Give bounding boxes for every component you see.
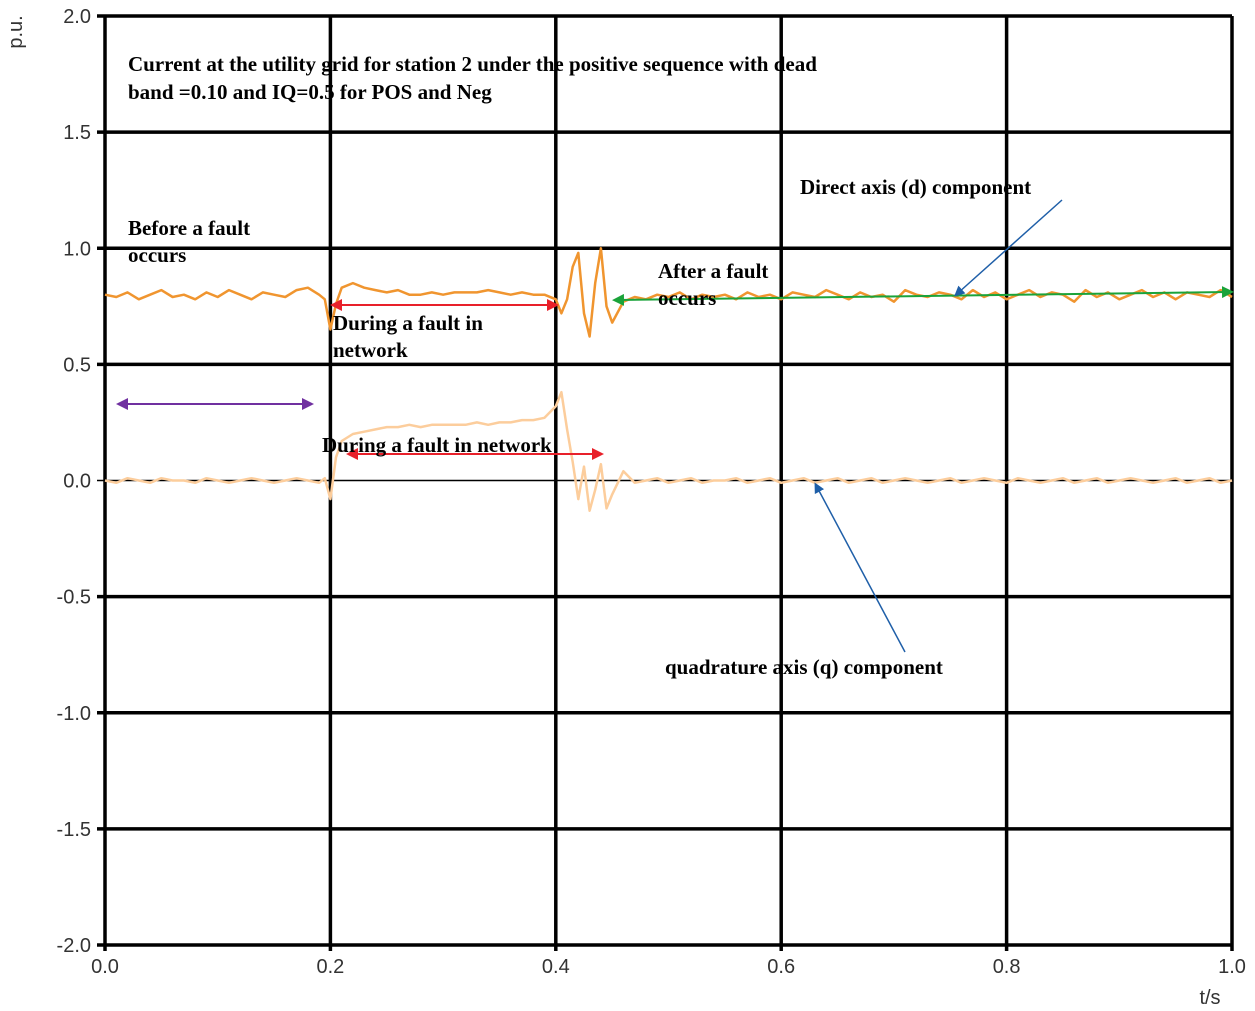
y-tick-label: -2.0	[57, 935, 91, 957]
arrow	[814, 482, 906, 653]
x-axis-label: t/s	[1199, 987, 1220, 1009]
x-tick-label: 0.2	[316, 956, 344, 978]
series-line	[104, 390, 1233, 512]
y-tick-label: -1.5	[57, 819, 91, 841]
x-tick-label: 0.0	[91, 956, 119, 978]
x-tick-label: 0.8	[993, 956, 1021, 978]
texts: -2.0 -1.5 -1.0 -0.5 0.0 0.5 1.0 1.5 2.0 0.0 0.2 0.4…	[5, 6, 1246, 1009]
arrow	[612, 286, 1234, 306]
y-tick-label: 2.0	[63, 6, 91, 28]
annotation: During a fault in network	[322, 433, 552, 457]
annotation: occurs	[128, 243, 186, 267]
annotation: After a fault	[658, 259, 768, 283]
y-tick-label: 1.5	[63, 122, 91, 144]
arrow	[954, 199, 1063, 297]
y-tick-label: 0.5	[63, 354, 91, 376]
grid	[97, 14, 1234, 951]
y-tick-label: 1.0	[63, 238, 91, 260]
annotation: network	[333, 338, 408, 362]
x-tick-label: 0.4	[542, 956, 570, 978]
annotation: Before a fault	[128, 216, 250, 240]
y-tick-label: -1.0	[57, 703, 91, 725]
chart-title: Current at the utility grid for station …	[128, 52, 817, 76]
annotation: During a fault in	[333, 311, 483, 335]
chart-title: band =0.10 and IQ=0.5 for POS and Neg	[128, 80, 492, 104]
y-tick-label: -0.5	[57, 587, 91, 609]
y-tick-label: 0.0	[63, 471, 91, 493]
y-axis-label: p.u.	[5, 15, 27, 48]
annotation: quadrature axis (q) component	[665, 655, 943, 679]
arrows	[116, 199, 1234, 653]
x-tick-label: 0.6	[767, 956, 795, 978]
annotation: occurs	[658, 286, 716, 310]
annotation: Direct axis (d) component	[800, 175, 1031, 199]
x-tick-label: 1.0	[1218, 956, 1246, 978]
